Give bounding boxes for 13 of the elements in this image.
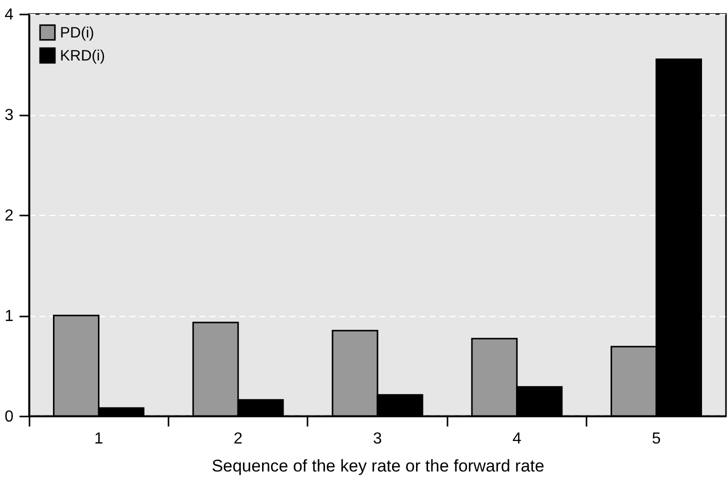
y-tick-label: 1	[4, 308, 14, 325]
x-tick-label: 1	[94, 430, 104, 448]
x-tick-label: 3	[373, 430, 382, 448]
x-tick-label: 5	[652, 430, 661, 448]
y-tick-label: 4	[4, 6, 14, 24]
legend-label: KRD(i)	[60, 48, 105, 64]
y-tick-label: 0	[4, 408, 14, 426]
y-tick-label: 2	[4, 208, 14, 224]
legend-label: PD(i)	[60, 24, 94, 42]
x-axis-title: Sequence of the key rate or the forward rate	[212, 456, 544, 476]
x-tick-label: 2	[234, 430, 243, 448]
y-tick-label: 3	[4, 107, 14, 124]
x-tick-label: 4	[512, 430, 522, 448]
